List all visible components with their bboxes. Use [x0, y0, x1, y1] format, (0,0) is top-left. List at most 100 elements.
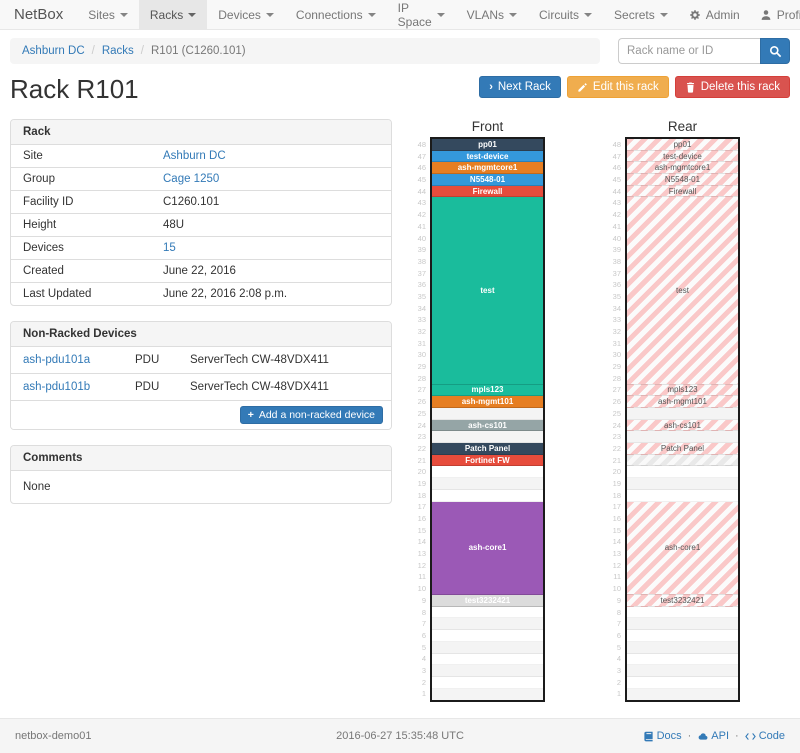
rack-unit-device[interactable]: Patch Panel	[432, 443, 543, 455]
breadcrumb-item-racks[interactable]: Racks	[101, 45, 134, 57]
rack-attr-row: Facility ID C1260.101	[11, 190, 391, 214]
nav-item-secrets[interactable]: Secrets	[603, 0, 679, 29]
rack-unit-device[interactable]: test-device	[432, 150, 543, 163]
rack-unit-device[interactable]: pp01	[627, 139, 738, 151]
rack-unit-device[interactable]: pp01	[432, 139, 543, 151]
unit-number: 24	[612, 420, 621, 430]
rear-unit-numbers: 48 47 46 45 44 43 42 41 40 39 38 37 36 35 34 33 32 31 30 29…	[609, 137, 625, 702]
add-non-racked-device-button[interactable]: + Add a non-racked device	[239, 406, 383, 424]
rack-unit-device[interactable]: test3232421	[432, 595, 543, 607]
nav-item-profile[interactable]: Profile	[750, 0, 800, 29]
footer-link-api[interactable]: API	[697, 730, 729, 742]
footer-link-docs[interactable]: Docs	[643, 730, 682, 742]
pencil-icon	[577, 82, 588, 93]
unit-number: 31	[612, 338, 621, 348]
unit-number: 38	[417, 256, 426, 266]
unit-number: 11	[418, 572, 426, 582]
unit-number: 27	[612, 385, 621, 395]
unit-number: 29	[612, 362, 621, 372]
nav-item-racks[interactable]: Racks	[138, 0, 208, 29]
attr-label: Facility ID	[11, 190, 151, 214]
caret-down-icon	[584, 12, 593, 17]
attr-value[interactable]: Ashburn DC	[163, 150, 226, 162]
caret-down-icon	[265, 12, 274, 17]
unit-number: 43	[612, 198, 621, 208]
rack-unit-device[interactable]: N5548-01	[432, 174, 543, 186]
breadcrumb-item-ashburn-dc[interactable]: Ashburn DC	[22, 45, 85, 57]
rack-unit-empty	[627, 606, 738, 619]
rack-attr-row: Created June 22, 2016	[11, 259, 391, 283]
attr-label: Devices	[11, 236, 151, 260]
rack-unit-device[interactable]: ash-core1	[627, 501, 738, 596]
search-button[interactable]	[760, 38, 790, 64]
rack-unit-device[interactable]: ash-mgmt101	[627, 396, 738, 408]
attr-label: Last Updated	[11, 282, 151, 305]
rack-unit-device[interactable]: ash-cs101	[432, 419, 543, 432]
rack-unit-empty	[627, 665, 738, 677]
rack-unit-device[interactable]: test	[432, 197, 543, 385]
unit-number: 28	[417, 373, 426, 383]
nav-item-sites[interactable]: Sites	[77, 0, 139, 29]
nav-item-vlans[interactable]: VLANs	[456, 0, 528, 29]
nav-item-ip-space[interactable]: IP Space	[387, 0, 456, 29]
rack-unit-device[interactable]: mpls123	[627, 384, 738, 397]
unit-number: 22	[612, 443, 621, 453]
rack-unit-device[interactable]: test3232421	[627, 595, 738, 607]
nav-item-circuits[interactable]: Circuits	[528, 0, 603, 29]
attr-label: Height	[11, 213, 151, 237]
rack-unit-device[interactable]: ash-core1	[432, 501, 543, 596]
rack-unit-empty	[432, 653, 543, 666]
nav-item-devices[interactable]: Devices	[207, 0, 285, 29]
nav-item-admin[interactable]: Admin	[679, 0, 750, 29]
unit-number: 48	[612, 140, 621, 149]
brand[interactable]: NetBox	[14, 6, 64, 23]
rack-attr-row: Site Ashburn DC	[11, 145, 391, 168]
unit-number: 3	[421, 665, 426, 675]
attr-value: June 22, 2016	[163, 265, 236, 277]
rack-panel: Rack Site Ashburn DC Group Cage 1250 Facilit…	[10, 119, 392, 306]
attr-value[interactable]: 15	[163, 242, 176, 254]
rack-unit-device[interactable]: Firewall	[627, 185, 738, 198]
rack-unit-device[interactable]: Patch Panel	[627, 443, 738, 455]
footer-link-code[interactable]: Code	[744, 730, 785, 742]
rack-unit-device[interactable]: N5548-01	[627, 174, 738, 186]
nav-item-connections[interactable]: Connections	[285, 0, 387, 29]
unit-number: 16	[417, 514, 426, 523]
rear-rack-body: pp01 test-device ash-mgmtcore1 N5548-01 Fire…	[625, 137, 740, 703]
rack-unit-device[interactable]: Firewall	[432, 185, 543, 198]
non-racked-device-row: ash-pdu101b PDU ServerTech CW-48VDX411	[11, 373, 391, 400]
unit-number: 47	[417, 151, 426, 161]
unit-number: 33	[612, 315, 621, 325]
unit-number: 18	[417, 490, 426, 500]
rack-unit-device[interactable]: mpls123	[432, 384, 543, 397]
unit-number: 45	[417, 175, 426, 185]
rack-unit-device[interactable]: test	[627, 197, 738, 385]
rack-unit-device[interactable]: Fortinet FW	[432, 454, 543, 467]
attr-value[interactable]: Cage 1250	[163, 173, 220, 185]
device-model: ServerTech CW-48VDX411	[190, 354, 329, 366]
rack-unit-device[interactable]: ash-mgmtcore1	[432, 162, 543, 175]
unit-number: 23	[417, 432, 426, 442]
rack-unit-device[interactable]: ash-cs101	[627, 419, 738, 432]
rack-unit-empty	[627, 653, 738, 666]
rack-unit-empty	[627, 688, 738, 701]
device-role: PDU	[135, 354, 160, 366]
delete-rack-button[interactable]: Delete this rack	[674, 76, 790, 98]
device-link[interactable]: ash-pdu101a	[23, 354, 91, 366]
unit-number: 13	[612, 549, 621, 559]
rack-unit-device[interactable]: test-device	[627, 150, 738, 163]
next-rack-label: Next Rack	[497, 81, 551, 93]
unit-number: 20	[612, 467, 621, 477]
rack-unit-empty	[627, 630, 738, 642]
caret-down-icon	[119, 12, 128, 17]
device-link[interactable]: ash-pdu101b	[23, 381, 91, 393]
rack-unit-empty	[432, 688, 543, 701]
edit-rack-button[interactable]: Edit this rack	[566, 76, 669, 98]
rack-unit-device[interactable]: ash-mgmt101	[432, 396, 543, 408]
next-rack-button[interactable]: › Next Rack	[479, 76, 561, 98]
attr-value: 48U	[163, 219, 185, 231]
search-input[interactable]	[618, 38, 760, 64]
rack-unit-device[interactable]: ash-mgmtcore1	[627, 162, 738, 175]
device-model: ServerTech CW-48VDX411	[178, 373, 391, 400]
unit-number: 48	[417, 140, 426, 149]
